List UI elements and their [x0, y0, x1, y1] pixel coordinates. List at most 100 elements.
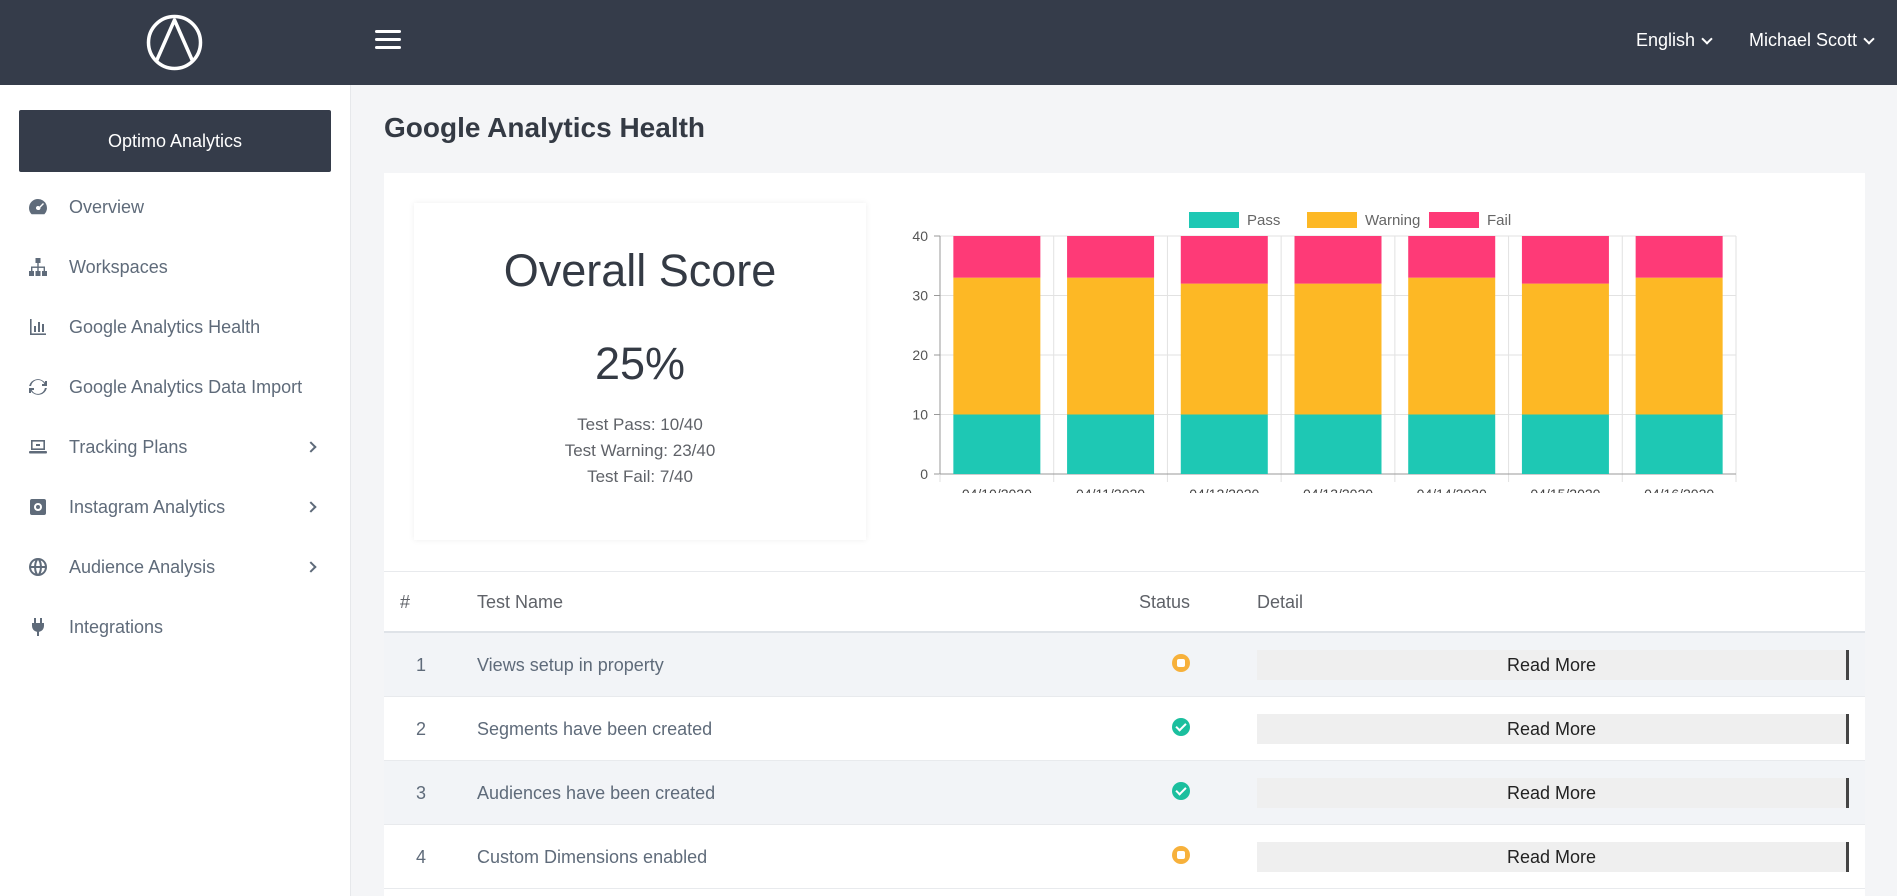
bar-pass: [1180, 414, 1268, 474]
sidebar-item-label: Integrations: [69, 616, 164, 637]
instagram-icon: [27, 496, 49, 518]
sidebar-item-label: Audience Analysis: [69, 556, 216, 577]
test-warning-count: Test Warning: 23/40: [564, 441, 716, 460]
user-dropdown[interactable]: Michael Scott: [1749, 30, 1875, 51]
chevron-down-icon: [1701, 32, 1713, 45]
y-tick-label: 40: [912, 228, 928, 244]
bar-warning: [953, 277, 1041, 415]
bar-pass: [1521, 414, 1609, 474]
row-number: 4: [416, 847, 427, 867]
bar-warning: [1180, 283, 1268, 415]
score-title: Overall Score: [503, 245, 777, 296]
bar-pass: [953, 414, 1041, 474]
bar-fail: [1635, 236, 1723, 278]
bar-fail: [1294, 236, 1382, 284]
legend-swatch: [1189, 212, 1239, 228]
x-tick-label: 04/14/2020: [1417, 486, 1487, 493]
bar-warning: [1067, 277, 1155, 415]
bar-warning: [1294, 283, 1382, 415]
chevron-down-icon: [1863, 32, 1875, 45]
sidebar-item-audience-analysis[interactable]: Audience Analysis: [0, 537, 351, 597]
overall-score-card: Overall Score 25% Test Pass: 10/40 Test …: [414, 203, 866, 540]
sidebar-item-instagram-analytics[interactable]: Instagram Analytics: [0, 477, 351, 537]
read-more-button[interactable]: Read More: [1257, 650, 1849, 680]
sync-icon: [27, 376, 49, 398]
sidebar-item-label: Google Analytics Data Import: [69, 376, 303, 397]
row-number: 3: [416, 783, 427, 803]
org-button[interactable]: Optimo Analytics: [19, 110, 331, 172]
x-tick-label: 04/13/2020: [1303, 486, 1373, 493]
bar-chart-icon: [27, 316, 49, 338]
bar-fail: [1067, 236, 1155, 278]
bar-fail: [953, 236, 1041, 278]
sidebar-item-google-analytics-health[interactable]: Google Analytics Health: [0, 297, 351, 357]
status-pass-icon: [1172, 718, 1190, 736]
legend-swatch: [1429, 212, 1479, 228]
col-detail: Detail: [1257, 592, 1304, 612]
health-card: Overall Score 25% Test Pass: 10/40 Test …: [384, 173, 1865, 896]
table-row: 4 Custom Dimensions enabled Read More: [384, 825, 1865, 889]
read-more-button[interactable]: Read More: [1257, 842, 1849, 872]
sidebar-item-integrations[interactable]: Integrations: [0, 597, 351, 657]
legend-label: Warning: [1365, 212, 1420, 229]
x-tick-label: 04/10/2020: [962, 486, 1032, 493]
health-chart-svg: 0 10 20 30 40 04/10/2020 04/11/2020 04/12/2020 0…: [912, 212, 1737, 502]
language-dropdown[interactable]: English: [1636, 30, 1713, 51]
top-bar: English Michael Scott: [0, 0, 1897, 85]
sidebar-item-tracking-plans[interactable]: Tracking Plans: [0, 417, 351, 477]
row-test-name: Audiences have been created: [477, 783, 716, 803]
bar-pass: [1294, 414, 1382, 474]
bar-warning: [1635, 277, 1723, 415]
y-tick-label: 10: [912, 407, 928, 423]
row-number: 1: [416, 655, 427, 675]
chevron-right-icon: [305, 501, 317, 513]
sidebar-item-google-analytics-data-import[interactable]: Google Analytics Data Import: [0, 357, 351, 417]
menu-toggle-button[interactable]: [375, 30, 401, 50]
sidebar: Optimo Analytics Overview Workspaces Googl…: [0, 85, 351, 896]
test-pass-count: Test Pass: 10/40: [577, 415, 703, 434]
col-test-name: Test Name: [477, 592, 564, 612]
sidebar-item-label: Overview: [69, 196, 145, 217]
status-pass-icon: [1172, 782, 1190, 800]
x-tick-label: 04/16/2020: [1644, 486, 1714, 493]
table-body: 1 Views setup in property Read More 2 Segmen…: [384, 633, 1865, 889]
status-warning-icon: [1172, 846, 1190, 864]
score-value: 25%: [594, 338, 686, 389]
sitemap-icon: [27, 256, 49, 278]
bar-warning: [1521, 283, 1609, 415]
health-chart: 0 10 20 30 40 04/10/2020 04/11/2020 04/12/2020 0…: [884, 203, 1784, 502]
logo-icon[interactable]: [146, 14, 203, 71]
sidebar-item-workspaces[interactable]: Workspaces: [0, 237, 351, 297]
chevron-right-icon: [305, 561, 317, 573]
bar-warning: [1408, 277, 1496, 415]
bar-fail: [1180, 236, 1268, 284]
dashboard-icon: [27, 196, 49, 218]
bar-fail: [1521, 236, 1609, 284]
y-tick-label: 0: [920, 466, 928, 482]
sidebar-item-label: Tracking Plans: [69, 436, 188, 457]
globe-icon: [27, 556, 49, 578]
test-fail-count: Test Fail: 7/40: [587, 467, 693, 486]
table-row: 1 Views setup in property Read More: [384, 633, 1865, 697]
tests-table: # Test Name Status Detail 1 Views setup i…: [384, 571, 1865, 889]
legend-swatch: [1307, 212, 1357, 228]
chevron-right-icon: [305, 441, 317, 453]
bar-pass: [1408, 414, 1496, 474]
read-more-button[interactable]: Read More: [1257, 714, 1849, 744]
sidebar-item-overview[interactable]: Overview: [0, 177, 351, 237]
y-tick-label: 20: [912, 347, 928, 363]
sidebar-item-label: Workspaces: [69, 256, 168, 277]
bar-pass: [1635, 414, 1723, 474]
laptop-icon: [27, 436, 49, 458]
read-more-button[interactable]: Read More: [1257, 778, 1849, 808]
bar-pass: [1067, 414, 1155, 474]
plug-icon: [27, 616, 49, 638]
table-header: # Test Name Status Detail: [384, 571, 1865, 633]
y-tick-label: 30: [912, 288, 928, 304]
col-status: Status: [1139, 592, 1191, 612]
bar-fail: [1408, 236, 1496, 278]
row-number: 2: [416, 719, 427, 739]
legend-label: Fail: [1487, 212, 1511, 229]
language-label: English: [1636, 30, 1696, 50]
page-title: Google Analytics Health: [384, 112, 706, 143]
